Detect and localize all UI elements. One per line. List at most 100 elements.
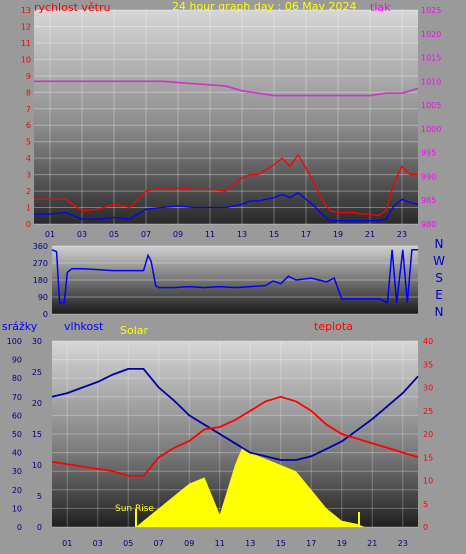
humidity-tick-3: 15 [32,430,42,439]
compass-0: N [435,237,444,251]
dir-y-tick-2: 180 [33,276,48,285]
wind-x-tick-10: 21 [365,230,375,239]
climate-x-tick-5: 11 [215,539,225,548]
wind-gust-line [34,153,418,217]
temperature-line [51,395,419,477]
wind-left-tick-9: 9 [26,72,31,81]
compass-2: S [435,271,443,285]
wind-right-tick-1: 985 [421,196,436,205]
wind-x-tick-6: 13 [237,230,247,239]
climate-x-tick-4: 09 [184,539,194,548]
rain-tick-3: 30 [12,467,22,476]
rain-tick-6: 60 [12,411,22,420]
climate-x-tick-0: 01 [62,539,72,548]
wind-left-axis-label: rychlost větru [34,1,110,14]
wind-x-tick-7: 15 [269,230,279,239]
rain-tick-9: 90 [12,356,22,365]
compass-3: E [435,288,443,302]
temperature-tick-0: 0 [423,523,428,532]
wind-right-tick-2: 990 [421,172,436,181]
dir-y-tick-0: 0 [43,310,48,319]
wind-x-tick-11: 23 [397,230,407,239]
direction-grid [52,245,418,315]
wind-right-tick-6: 1010 [421,77,441,86]
wind-right-tick-9: 1025 [421,6,441,15]
rain-tick-5: 50 [12,430,22,439]
temperature-tick-4: 20 [423,430,433,439]
humidity-tick-4: 20 [32,399,42,408]
rain-ticks: 0 10 20 30 40 50 60 70 80 90 100 [7,337,22,532]
humidity-ticks: 0 5 10 15 20 25 30 [32,337,42,532]
wind-x-tick-9: 19 [333,230,343,239]
direction-y-ticks: 0 90 180 270 360 [33,242,48,319]
humidity-axis-label: vlhkost [64,320,104,333]
climate-x-tick-2: 05 [123,539,133,548]
temperature-ticks: 0 5 10 15 20 25 30 35 40 [423,337,433,532]
wind-right-tick-7: 1015 [421,54,441,63]
wind-right-axis-label: tlak [370,1,391,14]
dir-y-tick-1: 90 [38,293,48,302]
wind-left-tick-8: 8 [26,88,31,97]
solar-axis-label: Solar [120,324,149,337]
humidity-tick-0: 0 [37,523,42,532]
climate-x-tick-7: 15 [276,539,286,548]
humidity-tick-6: 30 [32,337,42,346]
wind-x-tick-0: 01 [45,230,55,239]
wind-grid [34,9,418,225]
climate-x-tick-11: 23 [398,539,408,548]
rain-tick-1: 10 [12,504,22,513]
wind-left-tick-1: 1 [26,204,31,213]
temperature-tick-8: 40 [423,337,433,346]
rain-tick-10: 100 [7,337,22,346]
temperature-tick-2: 10 [423,477,433,486]
wind-x-ticks: 01 03 05 07 09 11 13 15 17 19 21 23 [45,230,407,239]
humidity-tick-5: 25 [32,368,42,377]
climate-grid [52,340,418,528]
wind-right-tick-4: 1000 [421,125,441,134]
climate-x-tick-3: 07 [154,539,164,548]
climate-x-tick-8: 17 [306,539,316,548]
direction-line [51,249,418,304]
humidity-tick-2: 10 [32,461,42,470]
wind-plot-area [34,10,418,224]
temperature-tick-6: 30 [423,384,433,393]
wind-right-tick-8: 1020 [421,30,441,39]
climate-x-tick-9: 19 [337,539,347,548]
climate-x-tick-6: 13 [245,539,255,548]
wind-x-tick-3: 07 [141,230,151,239]
humidity-tick-1: 5 [37,492,42,501]
rain-tick-4: 40 [12,449,22,458]
rain-tick-2: 20 [12,486,22,495]
temperature-tick-1: 5 [423,500,428,509]
wind-left-tick-11: 11 [21,39,31,48]
wind-left-tick-12: 12 [21,22,31,31]
rain-tick-8: 80 [12,374,22,383]
wind-left-tick-6: 6 [26,121,31,130]
wind-x-tick-5: 11 [205,230,215,239]
dir-y-tick-4: 360 [33,242,48,251]
humidity-line [51,368,419,461]
temperature-axis-label: teplota [314,320,353,333]
wind-right-tick-0: 980 [421,220,436,229]
dir-y-tick-3: 270 [33,259,48,268]
sunrise-label: Sun Rise [115,504,154,514]
wind-x-tick-4: 09 [173,230,183,239]
solar-area [135,446,365,527]
compass-4: N [435,305,444,319]
wind-left-tick-4: 4 [26,154,31,163]
wind-left-tick-3: 3 [26,171,31,180]
wind-left-tick-10: 10 [21,55,31,64]
chart-title: 24 hour graph day : 06 May 2024 [172,0,357,13]
climate-x-tick-1: 03 [93,539,103,548]
rain-tick-0: 0 [17,523,22,532]
climate-x-ticks: 01 03 05 07 09 11 13 15 17 19 21 23 [62,539,408,548]
wind-left-tick-0: 0 [26,220,31,229]
rain-tick-7: 70 [12,393,22,402]
temperature-tick-3: 15 [423,453,433,462]
wind-right-tick-3: 995 [421,149,436,158]
climate-x-tick-10: 21 [367,539,377,548]
